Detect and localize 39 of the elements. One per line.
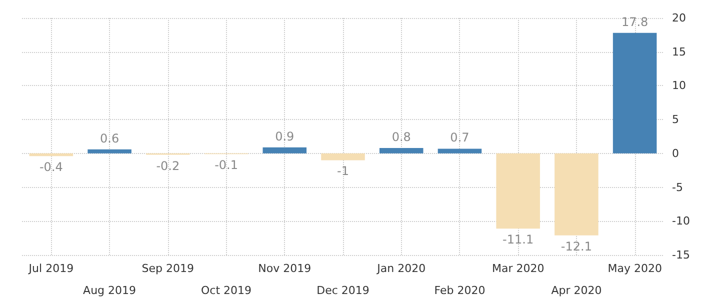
data-label: 0.8: [392, 130, 411, 144]
x-tick-label: Nov 2019: [258, 262, 312, 275]
y-tick-label: -5: [672, 180, 683, 194]
y-tick-label: 10: [672, 79, 686, 92]
x-tick-label: Aug 2019: [83, 284, 136, 297]
data-label: 0.6: [100, 131, 120, 146]
x-tick-label: Jul 2019: [28, 262, 74, 275]
data-label: -0.1: [214, 158, 238, 172]
x-tick-label: May 2020: [608, 262, 662, 275]
x-tick-label: Oct 2019: [201, 284, 252, 297]
bar: [438, 148, 482, 154]
y-tick-label: 20: [672, 12, 686, 24]
data-label: -11.1: [502, 232, 534, 247]
data-label: 0.7: [450, 130, 470, 145]
x-tick-label: Jan 2020: [376, 262, 426, 275]
y-tick-label: 15: [672, 45, 686, 58]
y-tick-label: 5: [672, 113, 679, 126]
x-tick-label: Apr 2020: [551, 284, 602, 297]
data-label: -0.2: [156, 158, 180, 173]
bar: [379, 148, 424, 154]
bar: [88, 149, 132, 154]
y-tick-label: 0: [672, 146, 679, 160]
y-tick-label: -15: [672, 248, 690, 262]
data-label: 17.8: [621, 14, 648, 29]
x-tick-label: Mar 2020: [492, 262, 544, 275]
data-label: -12.1: [560, 239, 592, 254]
bar: [29, 153, 74, 156]
bar: [612, 32, 657, 154]
data-label: -0.4: [39, 160, 63, 174]
x-tick-label: Dec 2019: [316, 284, 370, 297]
x-tick-label: Feb 2020: [434, 284, 486, 297]
bar: [321, 153, 365, 160]
y-tick-label: -10: [672, 214, 690, 228]
bar: [496, 153, 540, 229]
bar: [262, 147, 307, 154]
data-label: 0.9: [275, 129, 294, 144]
bar: [554, 153, 598, 236]
x-tick-label: Sep 2019: [142, 262, 194, 275]
data-label: -1: [337, 164, 349, 178]
